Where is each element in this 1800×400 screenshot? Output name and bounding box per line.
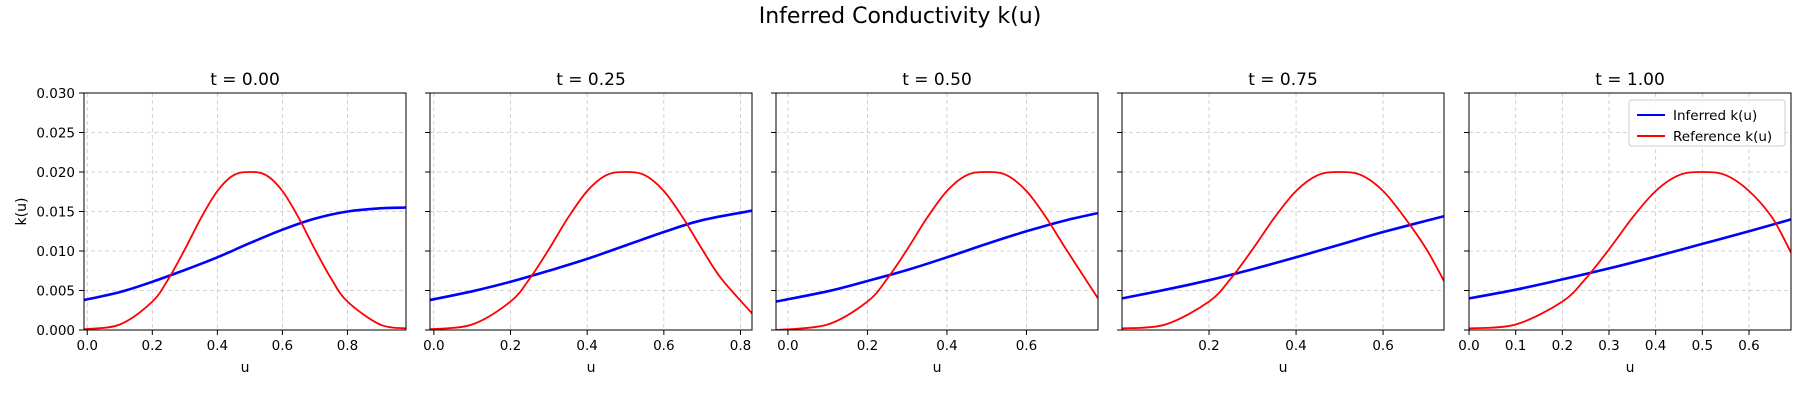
x-tick-label: 0.6 [1738,338,1759,354]
x-axis-label: u [1279,360,1288,376]
x-tick-label: 0.2 [142,338,163,354]
x-tick-label: 0.2 [500,338,521,354]
reference-k-line [430,171,752,330]
subplot-title: t = 0.25 [556,70,626,90]
plot-frame [83,92,407,331]
reference-k-line [84,171,406,330]
x-tick-label: 0.0 [777,338,798,354]
x-tick-label: 0.2 [1552,338,1573,354]
x-tick-label: 0.5 [1692,338,1713,354]
x-tick-label: 0.3 [1598,338,1619,354]
subplot-title: t = 0.75 [1248,70,1318,90]
x-tick-label: 0.6 [272,338,293,354]
x-axis-label: u [933,360,942,376]
y-tick-label: 0.025 [36,126,75,142]
plot-frame [1121,92,1445,331]
subplot-4: 0.2 0.4 0.6 t = 0.75 u [1117,70,1445,376]
x-tick-label: 0.4 [1645,338,1666,354]
x-tick-label: 0.2 [1198,338,1219,354]
legend: Inferred k(u) Reference k(u) [1628,99,1786,147]
x-tick-label: 0.0 [423,338,444,354]
inferred-k-line [84,206,406,302]
x-axis-label: u [587,360,596,376]
y-tick-label: 0.030 [36,86,75,102]
x-tick-label: 0.0 [77,338,98,354]
legend-label: Reference k(u) [1673,129,1772,145]
subplot-title: t = 0.50 [902,70,972,90]
y-tick-label: 0.005 [36,284,75,300]
x-tick-label: 0.8 [337,338,358,354]
y-tick-label: 0.020 [36,165,75,181]
x-tick-label: 0.4 [207,338,228,354]
y-tick-label: 0.015 [36,205,75,221]
x-axis-label: u [1626,360,1635,376]
x-tick-label: 0.2 [857,338,878,354]
plot-frame [429,92,753,331]
plot-frame [775,92,1099,331]
x-tick-label: 0.6 [653,338,674,354]
reference-k-line [1469,171,1791,330]
x-axis-label: u [241,360,250,376]
x-tick-label: 0.4 [576,338,597,354]
y-tick-label: 0.000 [36,323,75,339]
subplot-title: t = 1.00 [1595,70,1665,90]
x-tick-label: 0.0 [1458,338,1479,354]
y-axis-label: k(u) [14,198,30,226]
inferred-k-line [776,211,1098,303]
plot-frame [1468,92,1792,331]
x-tick-label: 0.6 [1016,338,1037,354]
inferred-k-line [1469,218,1791,300]
x-tick-label: 0.4 [936,338,957,354]
inferred-k-line [1122,214,1444,300]
subplot-2: 0.0 0.2 0.4 0.6 0.8 t = 0.25 u [423,70,753,376]
reference-k-line [776,171,1098,330]
figure-title: Inferred Conductivity k(u) [758,4,1042,29]
subplot-5: 0.0 0.1 0.2 0.3 0.4 0.5 0.6 t = 1.00 u Inferred k… [1458,70,1792,376]
subplot-3: 0.0 0.2 0.4 0.6 t = 0.50 u [771,70,1099,376]
subplot-1: 0.000 0.005 0.010 0.015 0.020 0.025 0.030 0.0 0.… [14,70,407,376]
x-tick-label: 0.4 [1285,338,1306,354]
x-tick-label: 0.1 [1505,338,1526,354]
reference-k-line [1122,171,1444,330]
legend-label: Inferred k(u) [1673,108,1757,124]
y-tick-label: 0.010 [36,244,75,260]
subplot-title: t = 0.00 [210,70,280,90]
x-tick-label: 0.8 [730,338,751,354]
inferred-k-line [430,209,752,302]
x-tick-label: 0.6 [1372,338,1393,354]
legend-box [1628,99,1786,147]
